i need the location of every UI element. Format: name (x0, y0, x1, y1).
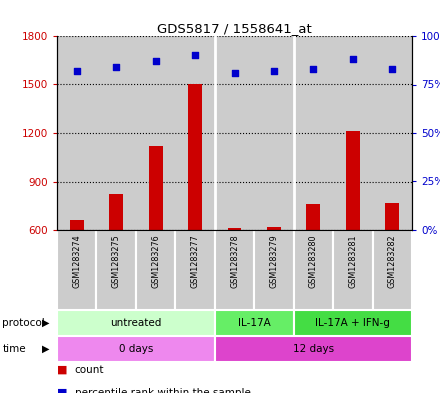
Bar (293, 230, 333, 310)
Bar (346, 131, 360, 327)
Bar (96, 36, 136, 230)
Text: IL-17A + IFN-g: IL-17A + IFN-g (315, 318, 390, 328)
Text: ■: ■ (57, 388, 67, 393)
Bar (333, 36, 373, 230)
Text: IL-17A: IL-17A (238, 318, 271, 328)
Bar (215, 336, 412, 362)
Point (113, 64, 120, 70)
Point (231, 70, 238, 76)
Bar (136, 230, 175, 310)
Text: count: count (75, 365, 104, 375)
Text: ■: ■ (57, 365, 67, 375)
Text: untreated: untreated (110, 318, 161, 328)
Bar (57, 36, 96, 230)
Point (310, 66, 317, 72)
Bar (293, 36, 333, 230)
Point (152, 58, 159, 64)
Text: protocol: protocol (2, 318, 45, 328)
Bar (373, 36, 412, 230)
Text: GSM1283281: GSM1283281 (348, 234, 357, 288)
Bar (227, 228, 242, 327)
Text: 12 days: 12 days (293, 344, 334, 354)
Bar (307, 204, 320, 327)
Bar (96, 230, 136, 310)
Title: GDS5817 / 1558641_at: GDS5817 / 1558641_at (157, 22, 312, 35)
Bar (57, 230, 96, 310)
Text: GSM1283279: GSM1283279 (269, 234, 279, 288)
Text: percentile rank within the sample: percentile rank within the sample (75, 388, 250, 393)
Text: GSM1283274: GSM1283274 (72, 234, 81, 288)
Point (349, 56, 356, 62)
Text: ▶: ▶ (42, 344, 50, 354)
Text: GSM1283276: GSM1283276 (151, 234, 160, 288)
Text: GSM1283278: GSM1283278 (230, 234, 239, 288)
Bar (215, 310, 293, 336)
Bar (109, 195, 123, 327)
Bar (385, 202, 399, 327)
Bar (215, 36, 254, 230)
Text: GSM1283280: GSM1283280 (309, 234, 318, 288)
Point (73, 68, 80, 74)
Bar (175, 36, 215, 230)
Bar (188, 84, 202, 327)
Bar (373, 230, 412, 310)
Text: 0 days: 0 days (119, 344, 153, 354)
Bar (333, 230, 373, 310)
Bar (215, 230, 254, 310)
Text: ▶: ▶ (42, 318, 50, 328)
Bar (149, 146, 162, 327)
Bar (175, 230, 215, 310)
Text: GSM1283282: GSM1283282 (388, 234, 397, 288)
Bar (136, 36, 175, 230)
Bar (57, 336, 215, 362)
Text: GSM1283275: GSM1283275 (112, 234, 121, 288)
Bar (267, 227, 281, 327)
Bar (254, 36, 293, 230)
Text: GSM1283277: GSM1283277 (191, 234, 200, 288)
Bar (293, 310, 412, 336)
Point (271, 68, 278, 74)
Bar (57, 310, 215, 336)
Point (389, 66, 396, 72)
Text: time: time (2, 344, 26, 354)
Point (191, 52, 198, 59)
Bar (254, 230, 293, 310)
Bar (70, 220, 84, 327)
